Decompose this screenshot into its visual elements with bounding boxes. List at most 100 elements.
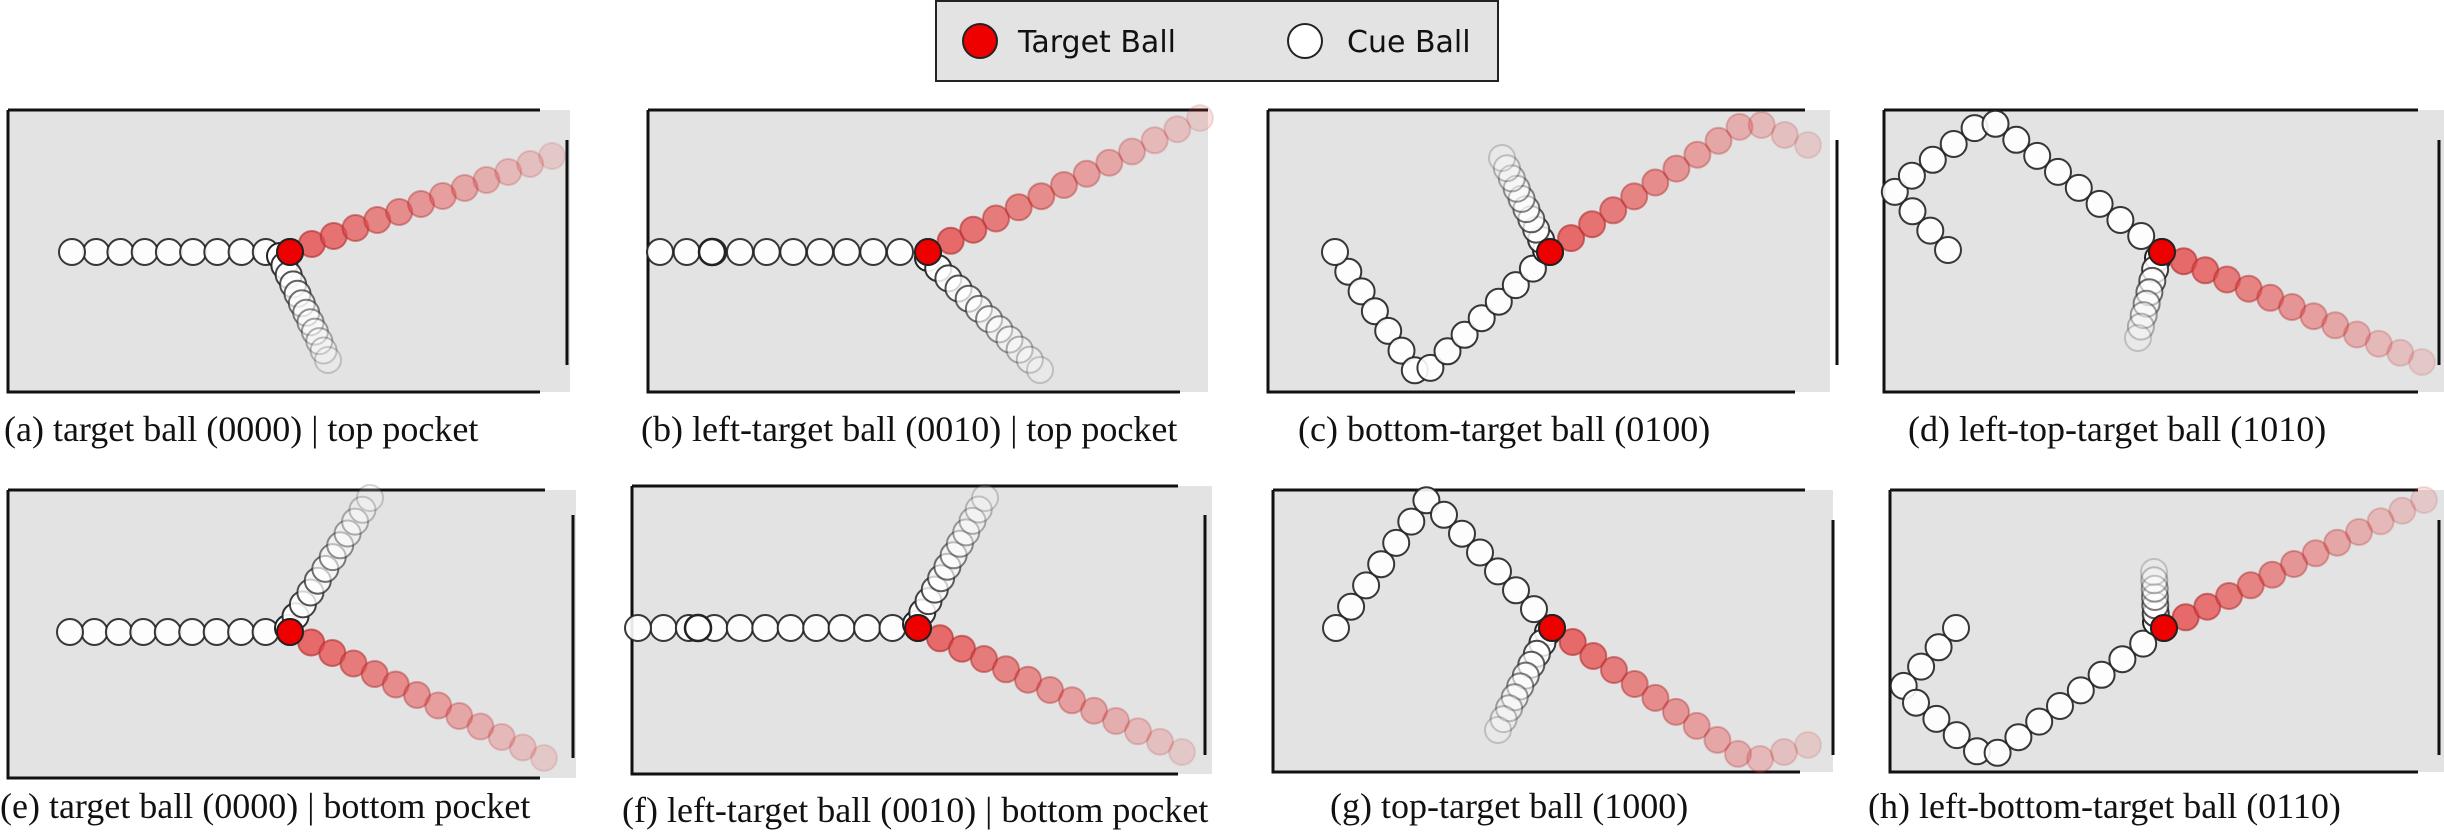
- target-ball: [1536, 238, 1564, 266]
- cushion: [1882, 108, 2441, 394]
- cue-ball-ghost: [2046, 692, 2074, 720]
- cue-ball-ghost: [853, 614, 882, 642]
- cue-ball-ghost: [2140, 558, 2168, 586]
- cue-ball-ghost: [58, 238, 86, 266]
- cue-ball-ghost: [2129, 301, 2158, 330]
- target-ball-ghost: [2323, 528, 2352, 557]
- cue-ball-ghost: [1497, 164, 1526, 193]
- cue-ball-ghost: [154, 238, 183, 266]
- cue-ball-ghost: [2124, 324, 2152, 352]
- target-ball-ghost: [360, 660, 389, 688]
- cue-ball-deflection-trail: [914, 244, 1054, 384]
- cue-ball-ghost: [314, 346, 342, 374]
- cue-ball-ghost: [296, 308, 325, 337]
- cue-ball: [683, 613, 713, 643]
- cue-ball-ghost: [624, 614, 652, 642]
- cue-ball-ghost: [178, 618, 207, 646]
- cue-ball-ghost: [1374, 316, 1403, 345]
- cue-ball-ghost: [2023, 141, 2052, 170]
- target-ball-ghost: [1558, 628, 1587, 656]
- target-ball-ghost: [1704, 126, 1733, 155]
- cue-ball-ghost: [1898, 197, 1927, 226]
- panel-b: (b) left-target ball (0010) | top pocket: [641, 104, 1214, 449]
- cue-ball-ghost: [1495, 694, 1524, 723]
- cue-ball-ghost: [1430, 500, 1458, 529]
- cue-ball-ghost: [203, 238, 232, 266]
- target-ball-ghost: [1746, 745, 1775, 773]
- target-ball-ghost: [1641, 683, 1670, 712]
- target-ball-ghost: [1146, 727, 1174, 756]
- cue-ball-ghost: [179, 238, 208, 266]
- cue-ball-ghost: [1347, 277, 1376, 306]
- cue-ball-ghost: [1015, 345, 1044, 374]
- target-ball: [276, 618, 304, 646]
- cue-ball-ghost: [1448, 519, 1476, 548]
- target-ball-ghost: [428, 182, 457, 210]
- target-ball-ghost: [494, 158, 523, 186]
- cue-ball-ghost: [832, 238, 861, 266]
- cue-ball-ghost: [2004, 723, 2033, 752]
- cue-ball-ghost: [309, 336, 338, 365]
- target-ball-ghost: [1770, 121, 1799, 149]
- target-ball-ghost: [508, 733, 537, 762]
- cue-ball-ghost: [202, 618, 231, 646]
- target-ball-ghost: [1599, 196, 1628, 225]
- target-ball-ghost: [1600, 656, 1628, 684]
- cue-ball-ghost: [1382, 528, 1411, 557]
- cue-ball-ghost: [1916, 216, 1945, 245]
- target-ball-ghost: [1662, 697, 1690, 726]
- target-ball: [1538, 614, 1566, 642]
- target-ball-ghost: [992, 655, 1020, 684]
- cue-ball-ghost: [1902, 688, 1930, 717]
- target-ball-ghost: [487, 723, 516, 751]
- target-ball-ghost: [2408, 348, 2436, 376]
- cue-ball-ghost: [227, 618, 256, 646]
- legend-target-label: Target Ball: [1017, 25, 1176, 60]
- cue-ball-deflection-trail: [2140, 558, 2170, 636]
- panel-caption: (e) target ball (0000) | bottom pocket: [0, 786, 530, 826]
- panel-caption: (f) left-target ball (0010) | bottom poc…: [622, 790, 1208, 830]
- cue-ball-ghost: [776, 614, 805, 642]
- target-ball-ghost: [538, 142, 566, 170]
- panel-caption: (b) left-target ball (0010) | top pocket: [641, 409, 1177, 449]
- panel-caption: (g) top-target ball (1000): [1330, 786, 1688, 826]
- target-ball-ghost: [1004, 193, 1033, 222]
- cue-ball-ghost: [1488, 144, 1516, 172]
- target-ball-trail: [276, 618, 558, 772]
- target-ball-trail: [2148, 238, 2436, 376]
- target-ball-ghost: [516, 150, 545, 178]
- cue-ball-ghost: [1520, 595, 1548, 624]
- cue-ball-ghost: [1352, 571, 1381, 600]
- cue-ball-ghost: [1981, 109, 2010, 138]
- target-ball: [2148, 238, 2176, 266]
- target-ball-ghost: [472, 166, 501, 194]
- target-ball-ghost: [2258, 560, 2287, 589]
- target-ball-ghost: [1095, 148, 1124, 177]
- cue-ball-ghost: [985, 315, 1014, 344]
- target-ball-ghost: [424, 691, 453, 720]
- cue-ball-ghost: [878, 614, 907, 642]
- cue-ball-ghost: [1939, 130, 1968, 158]
- cue-ball-ghost: [1397, 507, 1426, 536]
- target-ball-ghost: [2345, 518, 2373, 546]
- cue-ball-ghost: [227, 238, 256, 266]
- target-ball-ghost: [2388, 496, 2417, 525]
- target-ball-ghost: [2343, 320, 2371, 349]
- cue-ball-ghost: [1942, 614, 1970, 642]
- cue-ball-ghost: [2108, 645, 2137, 674]
- cue-ball-approach-trail: [1880, 109, 2176, 266]
- cue-ball-ghost: [1880, 177, 1909, 206]
- target-ball-ghost: [1186, 104, 1214, 132]
- panel-g: (g) top-target ball (1000): [1271, 486, 1835, 826]
- cue-ball-ghost: [1907, 652, 1936, 681]
- target-ball-ghost: [1557, 224, 1586, 253]
- target-ball-ghost: [1620, 182, 1649, 211]
- cue-ball-ghost: [1502, 174, 1531, 203]
- target-ball-ghost: [1072, 159, 1101, 188]
- cue-ball-deflection-trail: [266, 242, 342, 374]
- cue-ball-ghost: [356, 484, 384, 512]
- cue-ball-ghost: [2066, 676, 2095, 705]
- panel-a: (a) target ball (0000) | top pocket: [4, 108, 570, 449]
- cue-ball-ghost: [2025, 707, 2054, 736]
- cue-ball-ghost: [106, 238, 135, 266]
